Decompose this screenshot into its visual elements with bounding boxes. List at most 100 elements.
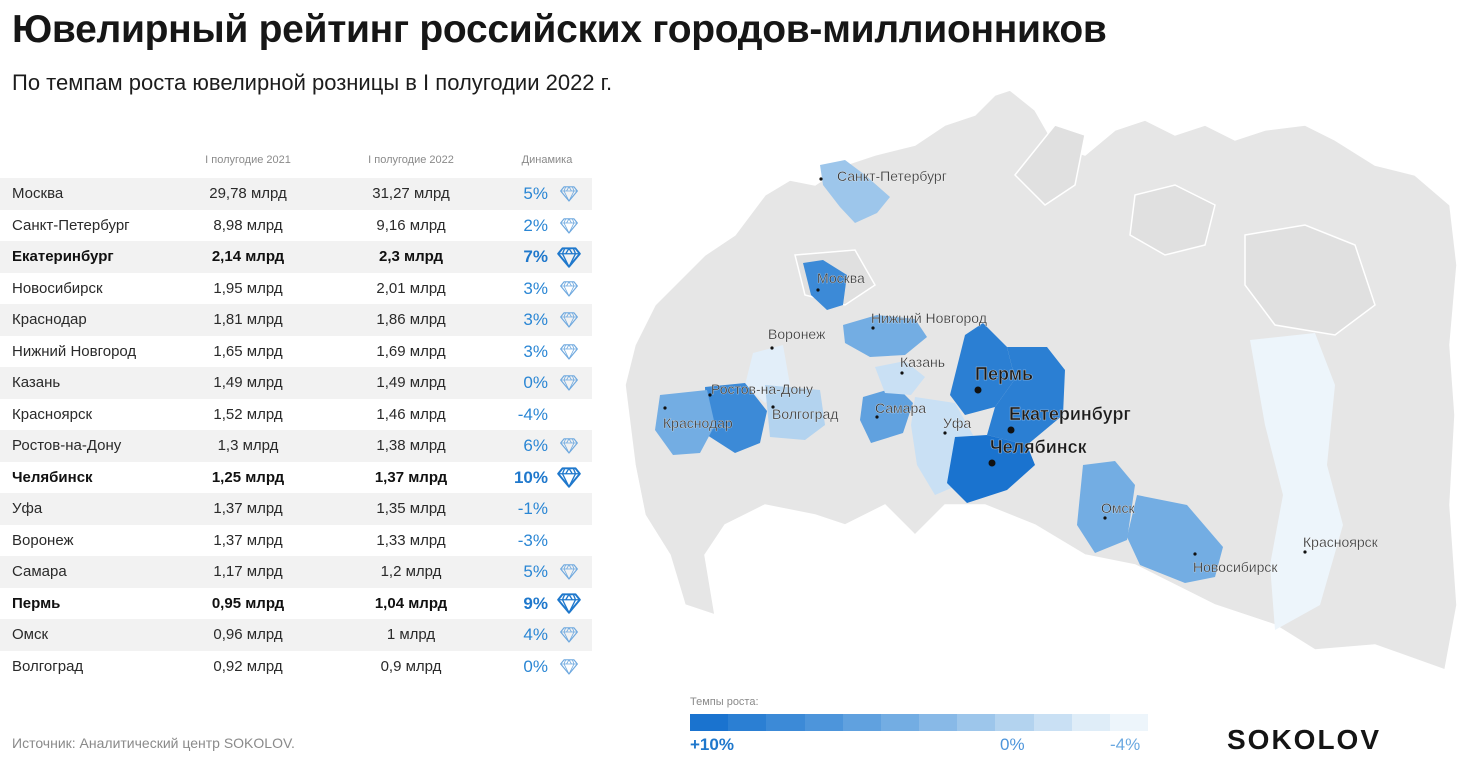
value-2021: 1,52 млрд bbox=[213, 405, 283, 423]
legend-swatch bbox=[1033, 714, 1072, 731]
dynamics-value: 4% bbox=[523, 625, 548, 644]
value-2021: 1,25 млрд bbox=[211, 468, 285, 486]
value-2021: 29,78 млрд bbox=[209, 185, 287, 202]
city-name: Казань bbox=[12, 374, 61, 391]
gem-cell bbox=[552, 178, 586, 210]
table-row: Краснодар 1,81 млрд 1,86 млрд 3% bbox=[0, 304, 592, 336]
table-row: Омск 0,96 млрд 1 млрд 4% bbox=[0, 619, 592, 651]
table-row: Пермь 0,95 млрд 1,04 млрд 9% bbox=[0, 588, 592, 620]
value-2021: 8,98 млрд bbox=[213, 216, 283, 234]
dynamics-value: 0% bbox=[523, 373, 548, 392]
header-dynamics: Динамика bbox=[521, 154, 573, 166]
value-2021: 0,92 млрд bbox=[213, 657, 283, 675]
value-2022: 0,9 млрд bbox=[380, 657, 442, 675]
value-2022: 1,35 млрд bbox=[376, 500, 446, 517]
dynamics-value: -4% bbox=[517, 404, 548, 424]
header-2022: I полугодие 2022 bbox=[368, 154, 454, 166]
diamond-icon-large bbox=[557, 467, 581, 488]
gem-cell bbox=[552, 399, 586, 431]
region-volgograd bbox=[765, 385, 825, 440]
gem-cell bbox=[552, 304, 586, 336]
diamond-icon-small bbox=[560, 438, 578, 454]
dynamics-value: 7% bbox=[523, 247, 548, 266]
city-name: Уфа bbox=[12, 500, 43, 517]
diamond-icon-small bbox=[560, 658, 578, 675]
table-header: I полугодие 2021 I полугодие 2022 Динами… bbox=[0, 150, 592, 178]
city-label: Волгоград bbox=[772, 406, 838, 422]
legend-max-label: +10% bbox=[690, 735, 734, 754]
legend-swatch bbox=[919, 714, 958, 731]
city-name: Пермь bbox=[12, 594, 61, 612]
city-label: Москва bbox=[817, 270, 865, 286]
value-2022: 9,16 млрд bbox=[376, 216, 446, 234]
source-note: Источник: Аналитический центр SOKOLOV. bbox=[12, 735, 295, 751]
region-nizhny-novgorod bbox=[843, 315, 927, 357]
page-subtitle: По темпам роста ювелирной розницы в I по… bbox=[12, 70, 613, 95]
city-dot bbox=[1007, 426, 1015, 434]
table-row: Красноярск 1,52 млрд 1,46 млрд -4% bbox=[0, 399, 592, 431]
dynamics-value: 5% bbox=[523, 562, 548, 581]
table-row: Нижний Новгород 1,65 млрд 1,69 млрд 3% bbox=[0, 336, 592, 368]
legend-swatch bbox=[880, 714, 920, 731]
city-label: Казань bbox=[900, 354, 945, 370]
diamond-icon-small bbox=[560, 627, 578, 643]
legend-swatch bbox=[1109, 714, 1149, 731]
table-row: Санкт-Петербург 8,98 млрд 9,16 млрд 2% bbox=[0, 210, 592, 242]
city-label: Санкт-Петербург bbox=[837, 168, 947, 184]
value-2021: 1,49 млрд bbox=[213, 374, 283, 391]
dynamics-value: 3% bbox=[523, 310, 548, 329]
value-2022: 1,69 млрд bbox=[376, 342, 446, 360]
city-dot bbox=[819, 177, 823, 181]
diamond-icon-small bbox=[560, 375, 578, 391]
table-body: Москва 29,78 млрд 31,27 млрд 5% Санкт-Петерб… bbox=[0, 178, 592, 682]
city-label: Новосибирск bbox=[1193, 559, 1278, 575]
table-row: Казань 1,49 млрд 1,49 млрд 0% bbox=[0, 367, 592, 399]
city-label: Пермь bbox=[975, 364, 1033, 384]
value-2021: 1,3 млрд bbox=[217, 437, 279, 454]
gem-cell bbox=[552, 651, 586, 683]
legend-swatch bbox=[995, 714, 1034, 731]
legend-title: Темпы роста: bbox=[690, 696, 759, 708]
value-2022: 2,01 млрд bbox=[376, 279, 446, 297]
diamond-icon-large bbox=[557, 247, 581, 268]
gem-cell bbox=[552, 493, 586, 525]
gem-cell bbox=[552, 525, 586, 557]
dynamics-value: 10% bbox=[513, 467, 548, 487]
legend-swatch bbox=[728, 714, 767, 731]
header-2021: I полугодие 2021 bbox=[205, 154, 291, 166]
diamond-icon-small bbox=[560, 186, 578, 202]
city-dot bbox=[988, 459, 996, 467]
value-2022: 1,86 млрд bbox=[376, 311, 446, 328]
city-dot bbox=[943, 431, 947, 435]
city-label: Воронеж bbox=[768, 326, 826, 342]
diamond-icon-large bbox=[557, 593, 581, 614]
dynamics-value: 6% bbox=[523, 436, 548, 455]
diamond-icon-small bbox=[560, 217, 578, 234]
city-dot bbox=[974, 386, 982, 394]
city-label: Челябинск bbox=[990, 437, 1088, 457]
value-2022: 1,49 млрд bbox=[376, 374, 446, 391]
city-dot bbox=[1303, 550, 1307, 554]
city-label: Нижний Новгород bbox=[871, 310, 987, 326]
table-row: Новосибирск 1,95 млрд 2,01 млрд 3% bbox=[0, 273, 592, 305]
region-novosibirsk bbox=[1127, 495, 1223, 583]
city-label: Омск bbox=[1101, 500, 1136, 516]
value-2022: 1 млрд bbox=[386, 626, 436, 643]
legend-swatch bbox=[1071, 714, 1110, 731]
diamond-icon-small bbox=[560, 564, 578, 580]
city-name: Москва bbox=[12, 185, 64, 202]
gem-cell bbox=[552, 430, 586, 462]
gem-cell bbox=[552, 367, 586, 399]
table-row: Екатеринбург 2,14 млрд 2,3 млрд 7% bbox=[0, 241, 592, 273]
value-2022: 1,37 млрд bbox=[374, 468, 448, 486]
city-dot bbox=[875, 415, 879, 419]
city-label: Уфа bbox=[943, 415, 971, 431]
city-dot bbox=[871, 326, 875, 330]
region-saint-petersburg bbox=[820, 160, 890, 223]
region-chelyabinsk bbox=[947, 435, 1035, 503]
value-2022: 1,38 млрд bbox=[376, 437, 446, 454]
legend-min-label: -4% bbox=[1110, 735, 1141, 754]
region-perm bbox=[950, 323, 1015, 415]
city-label: Самара bbox=[875, 400, 926, 416]
city-dot bbox=[708, 393, 712, 397]
